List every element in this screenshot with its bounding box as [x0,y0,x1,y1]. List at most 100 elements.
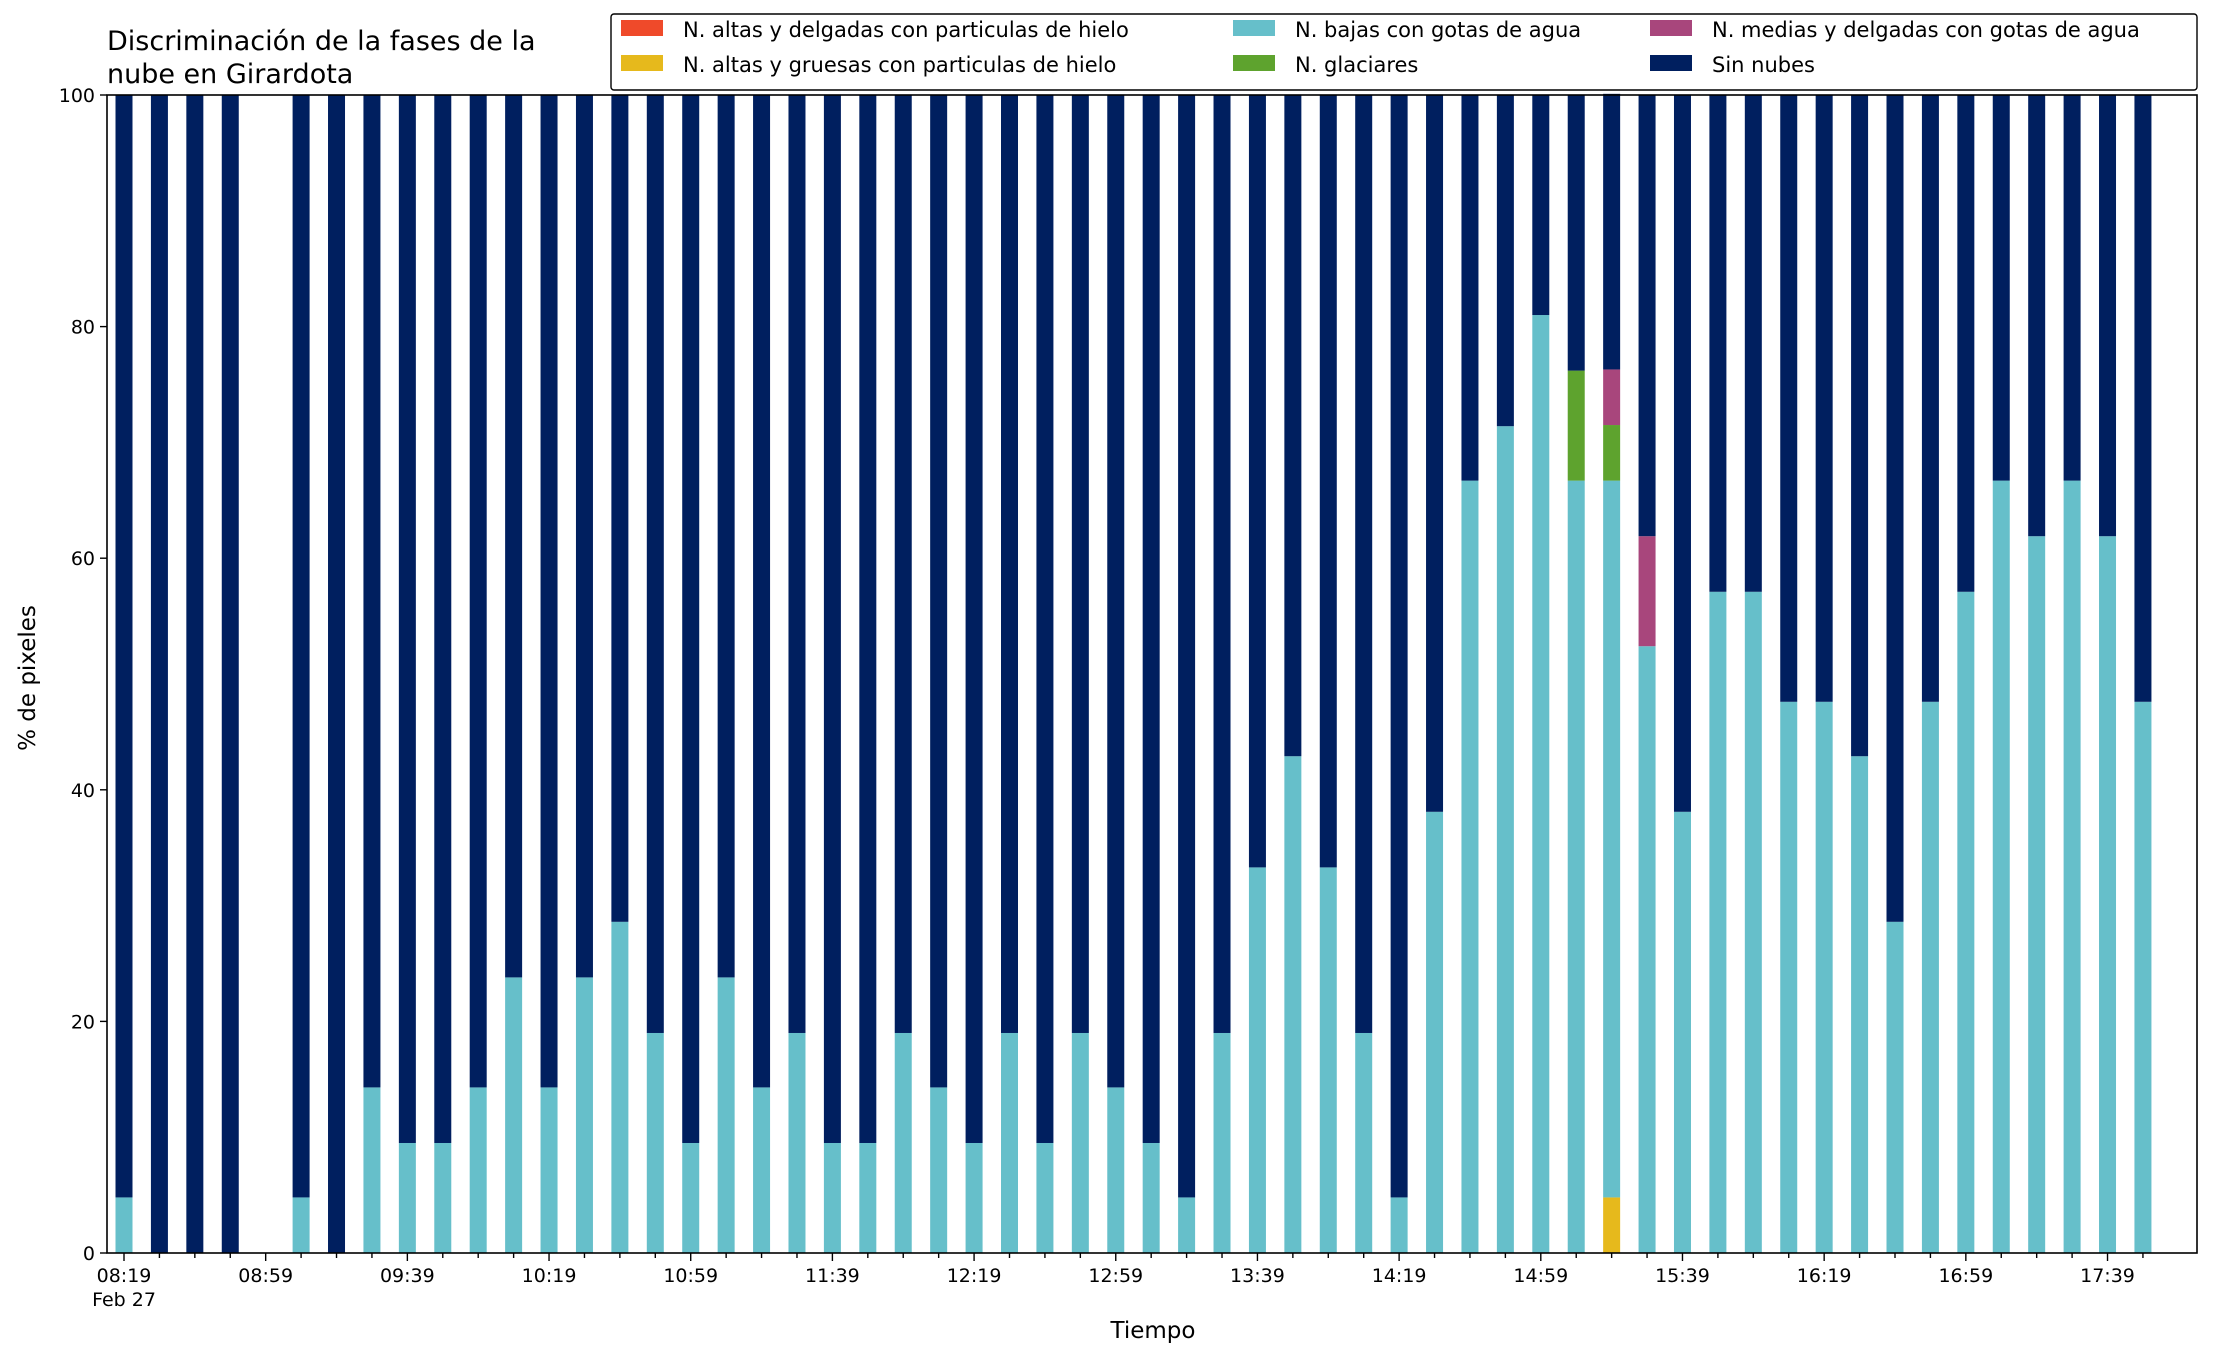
plot-frame [106,94,2198,1254]
x-tick-label-3: 10:19 [522,1265,577,1287]
bar-11:19-series-2 [753,1087,771,1253]
x-axis-label: Tiempo [1110,1318,1196,1344]
bar-16:09-series-2 [1780,701,1798,1253]
x-tick-label-5: 11:39 [805,1265,860,1287]
chart-title-line-1: Discriminación de la fases de la [107,26,536,57]
legend-label-3: N. glaciares [1295,53,1418,77]
y-tick-label-20: 20 [71,1011,95,1033]
bar-12:09-series-5 [930,95,948,1088]
x-tick-label-8: 13:39 [1230,1265,1285,1287]
bar-14:09-series-5 [1355,95,1373,1033]
bar-13:09-series-5 [1142,95,1160,1143]
bar-09:59-series-5 [469,95,487,1088]
bar-16:49-series-5 [1921,95,1939,702]
bar-15:29-series-5 [1638,95,1656,537]
bar-16:09-series-5 [1780,95,1798,702]
bar-15:29-series-2 [1638,646,1656,1253]
bar-15:19-series-5 [1603,93,1621,370]
bar-11:29-series-5 [788,95,806,1033]
bar-16:49-series-2 [1921,701,1939,1253]
legend-swatch-0 [621,20,663,36]
bar-11:09-series-2 [717,977,735,1253]
legend-swatch-1 [621,55,663,71]
bar-13:59-series-2 [1319,867,1337,1253]
bar-10:39-series-5 [611,95,629,922]
legend-label-4: N. medias y delgadas con gotas de agua [1712,18,2140,42]
bar-12:59-series-2 [1107,1087,1125,1253]
bar-16:39-series-5 [1886,95,1904,922]
bar-15:49-series-5 [1709,95,1727,592]
bar-15:39-series-2 [1673,811,1691,1253]
bar-10:09-series-5 [505,95,523,978]
x-tick-label-6: 12:19 [947,1265,1002,1287]
bar-11:49-series-5 [859,95,877,1143]
bar-09:39-series-5 [398,95,416,1143]
bar-13:59-series-5 [1319,95,1337,868]
bar-15:09-series-2 [1567,480,1585,1253]
bar-16:39-series-2 [1886,921,1904,1253]
bar-12:49-series-5 [1071,95,1089,1033]
x-tick-label-7: 12:59 [1088,1265,1143,1287]
bar-12:39-series-5 [1036,95,1054,1143]
bar-17:39-series-5 [2099,95,2117,537]
bar-17:29-series-5 [2063,95,2081,481]
x-date-label: Feb 27 [92,1289,156,1311]
bar-17:49-series-5 [2134,95,2152,702]
y-tick-label-100: 100 [59,85,95,107]
bar-13:19-series-5 [1178,95,1196,1198]
bar-14:19-series-5 [1390,95,1408,1198]
x-tick-label-4: 10:59 [663,1265,718,1287]
bar-16:19-series-5 [1815,95,1833,702]
legend-label-0: N. altas y delgadas con particulas de hi… [683,18,1129,42]
bar-15:09-series-5 [1567,95,1585,371]
bar-15:49-series-2 [1709,591,1727,1253]
bar-11:49-series-2 [859,1142,877,1253]
bar-14:59-series-5 [1532,95,1550,316]
bar-09:49-series-2 [434,1142,452,1253]
bar-16:19-series-2 [1815,701,1833,1253]
bar-17:39-series-2 [2099,536,2117,1253]
bar-15:59-series-2 [1744,591,1762,1253]
bar-09:39-series-2 [398,1142,416,1253]
bar-15:39-series-5 [1673,95,1691,812]
y-tick-label-0: 0 [83,1243,95,1265]
bar-10:19-series-5 [540,95,558,1088]
bar-09:09-series-5 [292,95,310,1198]
bar-14:19-series-2 [1390,1197,1408,1253]
bar-09:09-series-2 [292,1197,310,1253]
bar-12:19-series-5 [965,95,983,1143]
bar-12:59-series-5 [1107,95,1125,1088]
bar-12:09-series-2 [930,1087,948,1253]
bar-16:59-series-2 [1957,591,1975,1253]
chart-title-line-2: nube en Girardota [107,59,353,90]
bar-15:19-series-1 [1603,1197,1621,1253]
bar-12:49-series-2 [1071,1032,1089,1253]
bar-17:19-series-5 [2028,95,2046,537]
x-tick-label-10: 14:59 [1513,1265,1568,1287]
bar-09:19-series-5 [328,95,346,1253]
bar-11:39-series-5 [823,95,841,1143]
bar-10:59-series-5 [682,95,700,1143]
bar-12:29-series-5 [1001,95,1018,1033]
x-tick-label-11: 15:39 [1655,1265,1710,1287]
legend-swatch-4 [1650,20,1692,36]
bars-group [115,93,2152,1253]
bar-11:19-series-5 [753,95,771,1088]
bar-10:39-series-2 [611,921,629,1253]
x-tick-label-12: 16:19 [1797,1265,1852,1287]
legend-swatch-3 [1233,55,1275,71]
bar-15:29-series-4 [1638,536,1656,647]
bar-10:09-series-2 [505,977,523,1253]
bar-17:29-series-2 [2063,480,2081,1253]
bar-13:29-series-5 [1213,95,1231,1033]
bar-13:09-series-2 [1142,1142,1160,1253]
y-axis-label: % de pixeles [15,605,41,751]
bar-14:49-series-5 [1496,95,1514,427]
bar-16:29-series-5 [1851,95,1869,757]
bar-11:59-series-5 [894,95,912,1033]
bar-10:49-series-2 [646,1032,664,1253]
x-tick-label-2: 09:39 [380,1265,435,1287]
bar-09:59-series-2 [469,1087,487,1253]
legend-box [610,13,2198,91]
